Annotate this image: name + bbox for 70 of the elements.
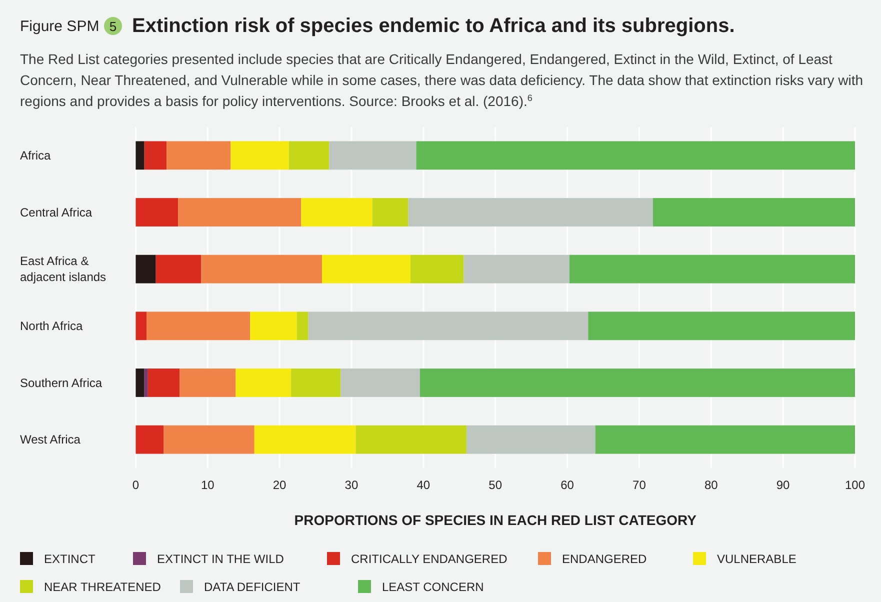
x-tick-label: 90 xyxy=(776,478,790,492)
bar xyxy=(569,254,855,284)
legend-label: VULNERABLE xyxy=(717,552,796,566)
bar xyxy=(180,368,236,397)
x-tick-label: 80 xyxy=(704,478,718,492)
bar xyxy=(308,312,588,340)
bar xyxy=(372,198,408,226)
bar xyxy=(356,425,467,454)
bar xyxy=(144,368,148,397)
legend-label: EXTINCT xyxy=(44,552,96,566)
bar xyxy=(236,368,292,397)
bar xyxy=(652,198,855,226)
x-tick-label: 70 xyxy=(632,478,646,492)
bar xyxy=(136,425,164,454)
bar xyxy=(340,368,420,397)
bar xyxy=(296,312,308,340)
bar xyxy=(136,368,144,397)
bar xyxy=(329,141,416,170)
legend-label: EXTINCT IN THE WILD xyxy=(157,552,284,566)
bar xyxy=(254,425,356,454)
bar xyxy=(178,198,302,226)
y-tick-label: East Africa & adjacent islands xyxy=(20,254,106,284)
bar xyxy=(144,141,167,170)
x-tick-label: 30 xyxy=(344,478,358,492)
bar xyxy=(164,425,254,454)
y-tick-label: West Africa xyxy=(20,432,81,447)
bar xyxy=(416,141,855,170)
x-tick-label: 100 xyxy=(844,478,866,492)
x-axis-title: PROPORTIONS OF SPECIES IN EACH RED LIST CATEGORY xyxy=(294,512,698,528)
bar xyxy=(322,254,410,284)
x-tick-label: 20 xyxy=(272,478,287,492)
legend-label: CRITICALLY ENDANGERED xyxy=(351,552,508,566)
x-tick-label: 10 xyxy=(200,478,215,492)
bar xyxy=(288,141,330,170)
bar xyxy=(595,425,855,454)
bar xyxy=(420,368,855,397)
legend-label: NEAR THREATENED xyxy=(44,580,162,594)
legend-label: DATA DEFICIENT xyxy=(204,580,301,594)
bar xyxy=(136,312,146,340)
text: Figure SPM xyxy=(20,18,100,35)
y-tick-label: North Africa xyxy=(20,318,84,333)
y-tick-label: Southern Africa xyxy=(20,376,102,390)
bar xyxy=(148,368,180,397)
bar xyxy=(230,141,289,170)
bar xyxy=(410,254,464,284)
bar xyxy=(301,198,372,226)
bar xyxy=(250,312,297,340)
x-tick-label: 50 xyxy=(488,478,502,492)
legend-label: LEAST CONCERN xyxy=(382,580,484,594)
bar xyxy=(201,254,322,284)
x-tick-label: 60 xyxy=(560,478,574,492)
bar xyxy=(408,198,653,226)
text: 5 xyxy=(109,19,117,34)
bar xyxy=(588,312,855,340)
chart-title: Extinction risk of species endemic to Africa and its subregions. xyxy=(132,15,735,37)
bar xyxy=(466,425,596,454)
bar xyxy=(136,198,178,226)
bar xyxy=(166,141,231,170)
bar xyxy=(146,312,250,340)
y-tick-label: Central Africa xyxy=(20,205,92,220)
legend-label: ENDANGERED xyxy=(562,552,648,566)
bar xyxy=(291,368,341,397)
y-tick-label: Africa xyxy=(20,148,51,162)
x-tick-label: 0 xyxy=(132,478,140,492)
bar xyxy=(136,254,156,284)
bar xyxy=(464,254,570,284)
bar xyxy=(136,141,144,170)
x-tick-label: 40 xyxy=(416,478,430,492)
bar xyxy=(156,254,202,284)
chart-subtitle: The Red List categories presented include species that are Critically Endangered, Endangered, Extinct in the Wild, Extinct, of Least Concern, Near Threatened, and Vulnerable while in some cases, there was data deficiency. The data show that extinction risks vary with regions and provides a basis for policy interventions. Source: Brooks et al. (2016).$^{6}$ xyxy=(20,51,864,109)
